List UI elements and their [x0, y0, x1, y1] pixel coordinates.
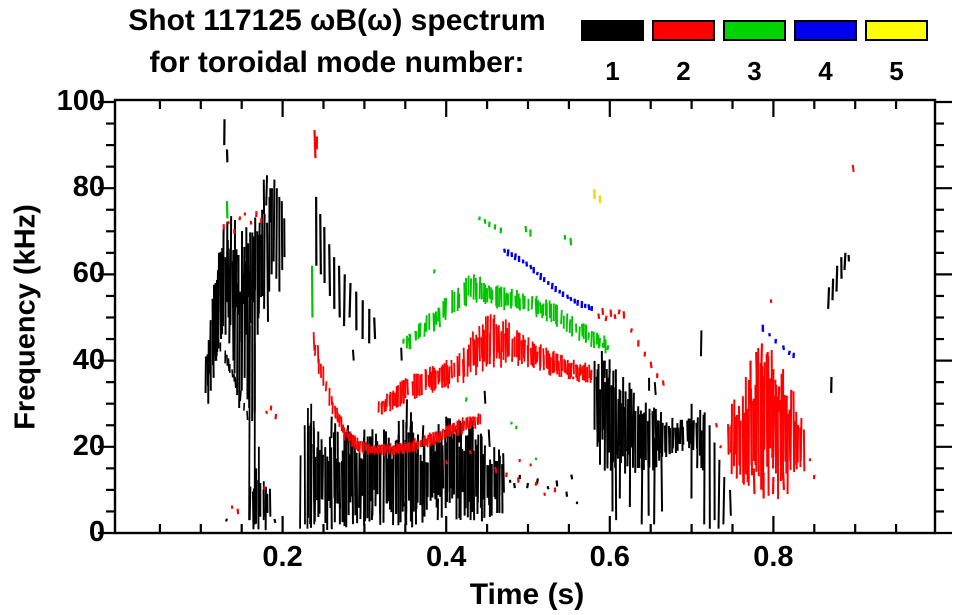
legend-label-mode-4: 4 [818, 56, 833, 86]
y-tick-label-20: 20 [72, 429, 105, 462]
x-tick-label-0.8: 0.8 [753, 541, 794, 573]
legend-swatch-mode-5 [865, 20, 928, 41]
chart-title-line-1: Shot 117125 ωB(ω) spectrum [128, 4, 546, 37]
legend-item-mode-3: 3 [723, 20, 786, 87]
legend-label-mode-2: 2 [676, 56, 691, 86]
y-tick-label-100: 100 [56, 85, 105, 117]
chart-title: Shot 117125 ωB(ω) spectrum for toroidal … [103, 0, 571, 84]
legend-swatch-mode-3 [723, 20, 786, 41]
legend-label-mode-1: 1 [605, 56, 620, 86]
y-axis-title: Frequency (kHz) [9, 204, 42, 430]
legend-item-mode-2: 2 [652, 20, 715, 87]
legend-item-mode-1: 1 [581, 20, 644, 87]
y-tick-label-0: 0 [88, 516, 105, 548]
legend-swatch-mode-4 [794, 20, 857, 41]
legend-swatch-mode-1 [581, 20, 644, 41]
legend: 1 2 3 4 5 [581, 20, 928, 87]
y-tick-label-60: 60 [72, 257, 105, 290]
legend-label-mode-3: 3 [747, 56, 762, 86]
legend-item-mode-4: 4 [794, 20, 857, 87]
chart-title-line-2: for toroidal mode number: [149, 46, 525, 79]
y-tick-label-80: 80 [72, 171, 105, 204]
legend-label-mode-5: 5 [889, 56, 904, 86]
x-tick-label-0.2: 0.2 [262, 541, 303, 573]
legend-item-mode-5: 5 [865, 20, 928, 87]
legend-swatch-mode-2 [652, 20, 715, 41]
x-tick-label-0.4: 0.4 [426, 541, 467, 573]
x-axis-title: Time (s) [469, 578, 585, 611]
y-tick-label-40: 40 [72, 343, 105, 376]
x-tick-label-0.6: 0.6 [589, 541, 630, 573]
